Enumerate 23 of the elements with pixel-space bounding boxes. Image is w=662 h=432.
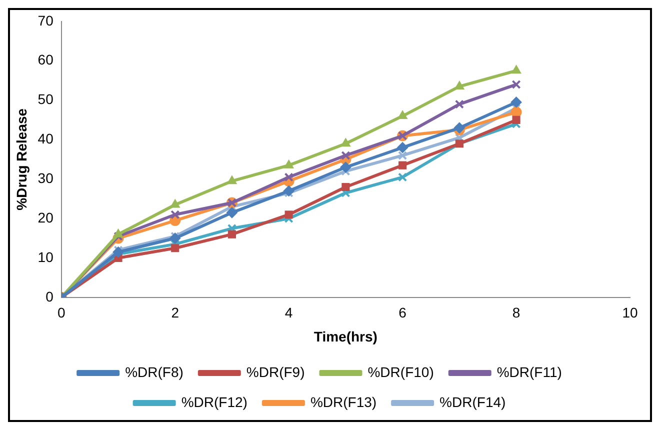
y-tick-label: 60 [38,52,54,68]
legend-label: %DR(F13) [310,394,377,410]
x-tick-label: 8 [512,304,520,321]
legend-label: %DR(F8) [125,364,184,380]
x-tick-label: 6 [398,304,407,321]
x-axis-title: Time(hrs) [314,328,378,344]
y-tick-label: 30 [38,170,54,186]
legend-label: %DR(F12) [181,394,248,410]
y-tick-label: 40 [38,130,54,147]
x-tick-label: 4 [284,304,293,321]
y-tick-label: 20 [38,209,54,226]
y-axis-title: %Drug Release [13,108,30,210]
y-tick-label: 10 [38,248,54,265]
y-tick-label: 0 [46,288,54,304]
x-tick-label: 0 [57,304,66,321]
y-tick-label: 70 [38,12,54,28]
x-tick-label: 2 [171,304,180,321]
legend-label: %DR(F14) [440,394,506,410]
y-tick-label: 50 [38,91,54,108]
legend-label: %DR(F10) [368,364,434,380]
legend-label: %DR(F9) [246,364,305,380]
legend-label: %DR(F11) [496,364,562,380]
x-tick-label: 10 [622,304,638,321]
